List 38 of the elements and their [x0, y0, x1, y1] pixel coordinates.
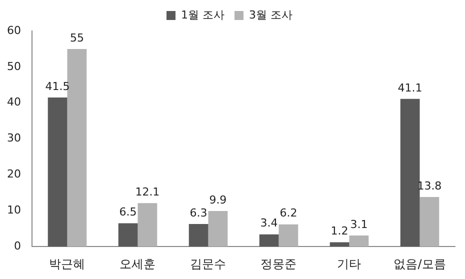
- y-tick-label: 40: [6, 96, 21, 109]
- y-tick-label: 30: [6, 132, 21, 145]
- data-label: 6.5: [119, 206, 137, 219]
- data-label: 6.3: [190, 206, 208, 220]
- bar: [118, 223, 138, 247]
- bar: [330, 242, 350, 247]
- y-tick-label: 50: [6, 60, 21, 73]
- x-tick-label: 김문수: [190, 256, 226, 271]
- data-label: 3.4: [260, 216, 278, 230]
- data-label: 41.1: [398, 81, 422, 94]
- bar: [278, 224, 298, 247]
- x-tick-label: 기타: [337, 256, 362, 271]
- x-tick-label: 정몽준: [260, 256, 297, 271]
- legend-label: 1월 조사: [181, 8, 225, 22]
- x-tick-label: 오세훈: [120, 256, 156, 271]
- data-label: 1.2: [330, 224, 348, 238]
- data-label: 12.1: [135, 185, 160, 198]
- data-label: 55: [70, 31, 84, 44]
- bar: [48, 97, 68, 247]
- bar: [67, 48, 87, 247]
- y-tick-label: 20: [6, 168, 21, 181]
- y-tick-label: 0: [14, 239, 21, 252]
- legend-label: 3월 조사: [249, 8, 292, 22]
- data-label: 3.1: [350, 218, 368, 231]
- data-label: 41.5: [45, 80, 70, 93]
- x-tick-label: 없음/모름: [394, 256, 446, 271]
- data-label: 9.9: [209, 193, 227, 206]
- y-tick-label: 60: [6, 24, 21, 37]
- bar: [138, 203, 158, 247]
- y-tick-label: 10: [6, 204, 21, 217]
- bar: [188, 224, 208, 247]
- bar: [420, 197, 440, 247]
- x-tick-label: 박근혜: [49, 256, 86, 271]
- data-label: 6.2: [280, 206, 298, 220]
- bar: [400, 98, 420, 247]
- bar: [208, 211, 228, 247]
- bar: [349, 235, 369, 247]
- bar: [259, 234, 279, 247]
